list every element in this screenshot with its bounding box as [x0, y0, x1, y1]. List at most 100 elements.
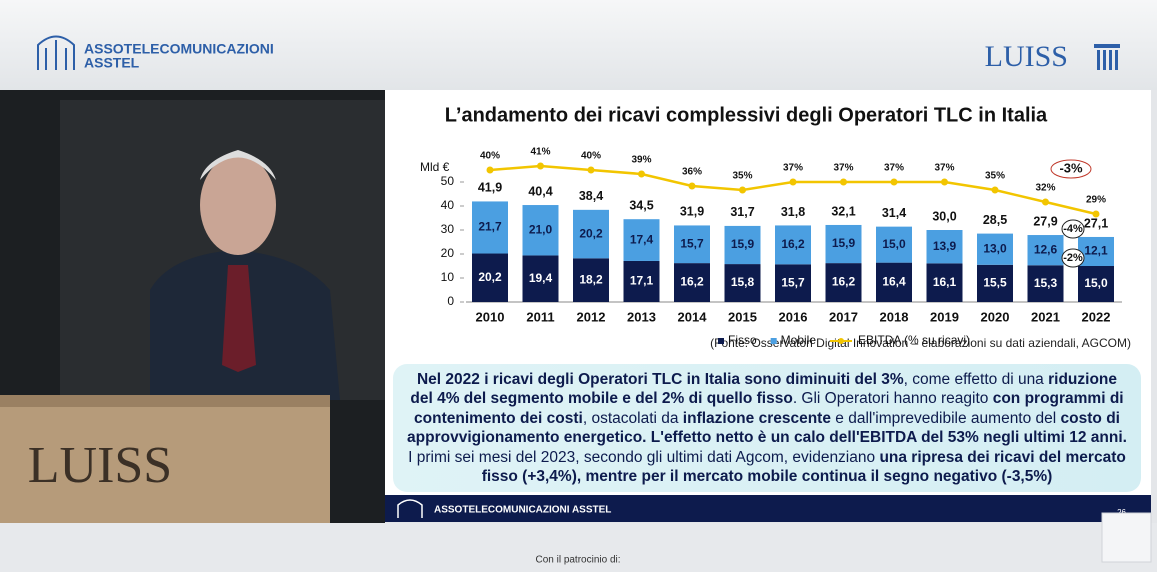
- slide-footer: [385, 495, 1151, 522]
- bar-value-label: 15,0: [1084, 276, 1108, 290]
- ebitda-label: 37%: [833, 163, 853, 174]
- x-tick-label: 2015: [728, 309, 757, 324]
- footer-org: ASSOTELECOMUNICAZIONI ASSTEL: [434, 505, 611, 516]
- total-label: 32,1: [831, 204, 855, 218]
- ebitda-label: 37%: [783, 163, 803, 174]
- total-label: 31,8: [781, 205, 805, 219]
- total-label: 41,9: [478, 181, 502, 195]
- asstel-logo: [37, 35, 75, 70]
- legend-label: Fisso: [728, 333, 757, 347]
- podium-top: [0, 395, 330, 407]
- bar-value-label: 16,2: [680, 275, 704, 289]
- total-label: 31,7: [730, 205, 754, 219]
- bar-value-label: 15,0: [882, 237, 906, 251]
- y-tick-label: 40: [441, 198, 455, 212]
- x-tick-label: 2010: [476, 309, 505, 324]
- ebitda-point: [688, 182, 696, 190]
- y-tick-label: 20: [441, 246, 455, 260]
- bar-segment: [573, 258, 609, 302]
- ebitda-label: 29%: [1086, 195, 1106, 206]
- x-tick-label: 2011: [526, 309, 554, 324]
- x-tick-label: 2012: [577, 309, 606, 324]
- legend-label: Mobile: [781, 333, 817, 347]
- annotation-circle: [1061, 248, 1085, 268]
- total-label: 28,5: [983, 213, 1007, 227]
- bar-value-label: 15,9: [832, 236, 856, 250]
- x-tick-label: 2020: [981, 309, 1010, 324]
- bar-value-label: 21,7: [478, 220, 502, 234]
- legend-swatch: [770, 338, 777, 344]
- ebitda-point: [537, 162, 544, 170]
- ebitda-point: [638, 170, 645, 178]
- thumbnail: [1101, 512, 1152, 563]
- bar-segment: [1027, 235, 1064, 266]
- ebitda-label: 40%: [581, 151, 601, 162]
- legend-label: EBITDA (% su ricavi): [858, 333, 970, 347]
- ebitda-point: [789, 178, 797, 186]
- total-label: 34,5: [629, 198, 653, 212]
- bar-value-label: 15,5: [983, 276, 1007, 290]
- annotation: -4%: [1063, 223, 1083, 235]
- x-tick-label: 2017: [829, 309, 858, 324]
- bar-value-label: 16,2: [781, 237, 805, 251]
- hair: [200, 150, 276, 180]
- bar-segment: [674, 225, 710, 264]
- total-label: 40,4: [528, 184, 552, 198]
- bar-segment: [1027, 265, 1064, 302]
- bar-segment: [926, 230, 963, 264]
- bar-value-label: 15,7: [781, 275, 805, 289]
- bar-value-label: 20,2: [478, 270, 502, 284]
- ebitda-label: 35%: [732, 171, 752, 182]
- bar-value-label: 19,4: [529, 271, 553, 285]
- summary-text-run: . Gli Operatori hanno reagito: [792, 390, 993, 407]
- partner-logo: LUISS: [985, 40, 1068, 73]
- bar-value-label: 20,2: [579, 226, 603, 240]
- x-tick-label: 2016: [779, 309, 808, 324]
- summary-bold: costo di approvvigionamento energetico. …: [407, 409, 1127, 447]
- bar-segment: [522, 255, 559, 302]
- bar-segment: [926, 263, 963, 302]
- tie: [222, 265, 256, 372]
- summary-bold: con programmi di contenimento dei costi: [414, 390, 1124, 427]
- x-tick-label: 2014: [678, 309, 708, 324]
- summary-text-run: I primi sei mesi del 2023, secondo gli u…: [408, 448, 880, 466]
- bottom-bar: [0, 523, 1157, 572]
- summary-box: [393, 364, 1141, 492]
- bar-value-label: 15,9: [731, 237, 755, 251]
- summary-text: Nel 2022 i ricavi degli Operatori TLC in…: [396, 366, 1138, 490]
- bar-segment: [674, 263, 710, 302]
- bar-segment: [1078, 236, 1114, 266]
- bar-segment: [876, 262, 912, 302]
- column-icon: [1094, 44, 1120, 70]
- bar-value-label: 17,4: [630, 232, 654, 246]
- summary-paragraph: Nel 2022 i ricavi degli Operatori TLC in…: [406, 370, 1128, 487]
- bar-value-label: 18,2: [579, 272, 603, 286]
- summary-bold: inflazione crescente: [682, 409, 831, 427]
- bar-value-label: 15,8: [731, 275, 755, 289]
- x-tick-label: 2018: [880, 309, 909, 324]
- bar-segment: [522, 205, 559, 256]
- org-name: ASSOTELECOMUNICAZIONI: [84, 41, 274, 57]
- bar-segment: [977, 264, 1013, 302]
- summary-text-run: , ostacolati da: [582, 409, 683, 427]
- bar-value-label: 15,7: [680, 236, 704, 250]
- legend-swatch: [718, 338, 724, 344]
- ebitda-label: 36%: [682, 167, 702, 178]
- bar-value-label: 13,0: [983, 241, 1007, 255]
- x-tick-label: 2022: [1082, 309, 1111, 324]
- bar-segment: [825, 224, 862, 264]
- ebitda-point: [890, 178, 898, 186]
- bar-value-label: 16,4: [882, 274, 906, 288]
- bar-value-label: 17,1: [630, 274, 654, 288]
- bar-segment: [977, 233, 1013, 265]
- ebitda-point: [1092, 210, 1100, 218]
- y-tick-label: 50: [441, 174, 455, 188]
- y-tick-label: 10: [441, 270, 455, 284]
- bar-segment: [472, 253, 508, 302]
- bar-segment: [573, 209, 609, 259]
- top-bar: [0, 0, 1157, 90]
- bar-segment: [775, 264, 811, 302]
- bar-value-label: 15,3: [1034, 276, 1058, 290]
- bar-segment: [825, 263, 862, 302]
